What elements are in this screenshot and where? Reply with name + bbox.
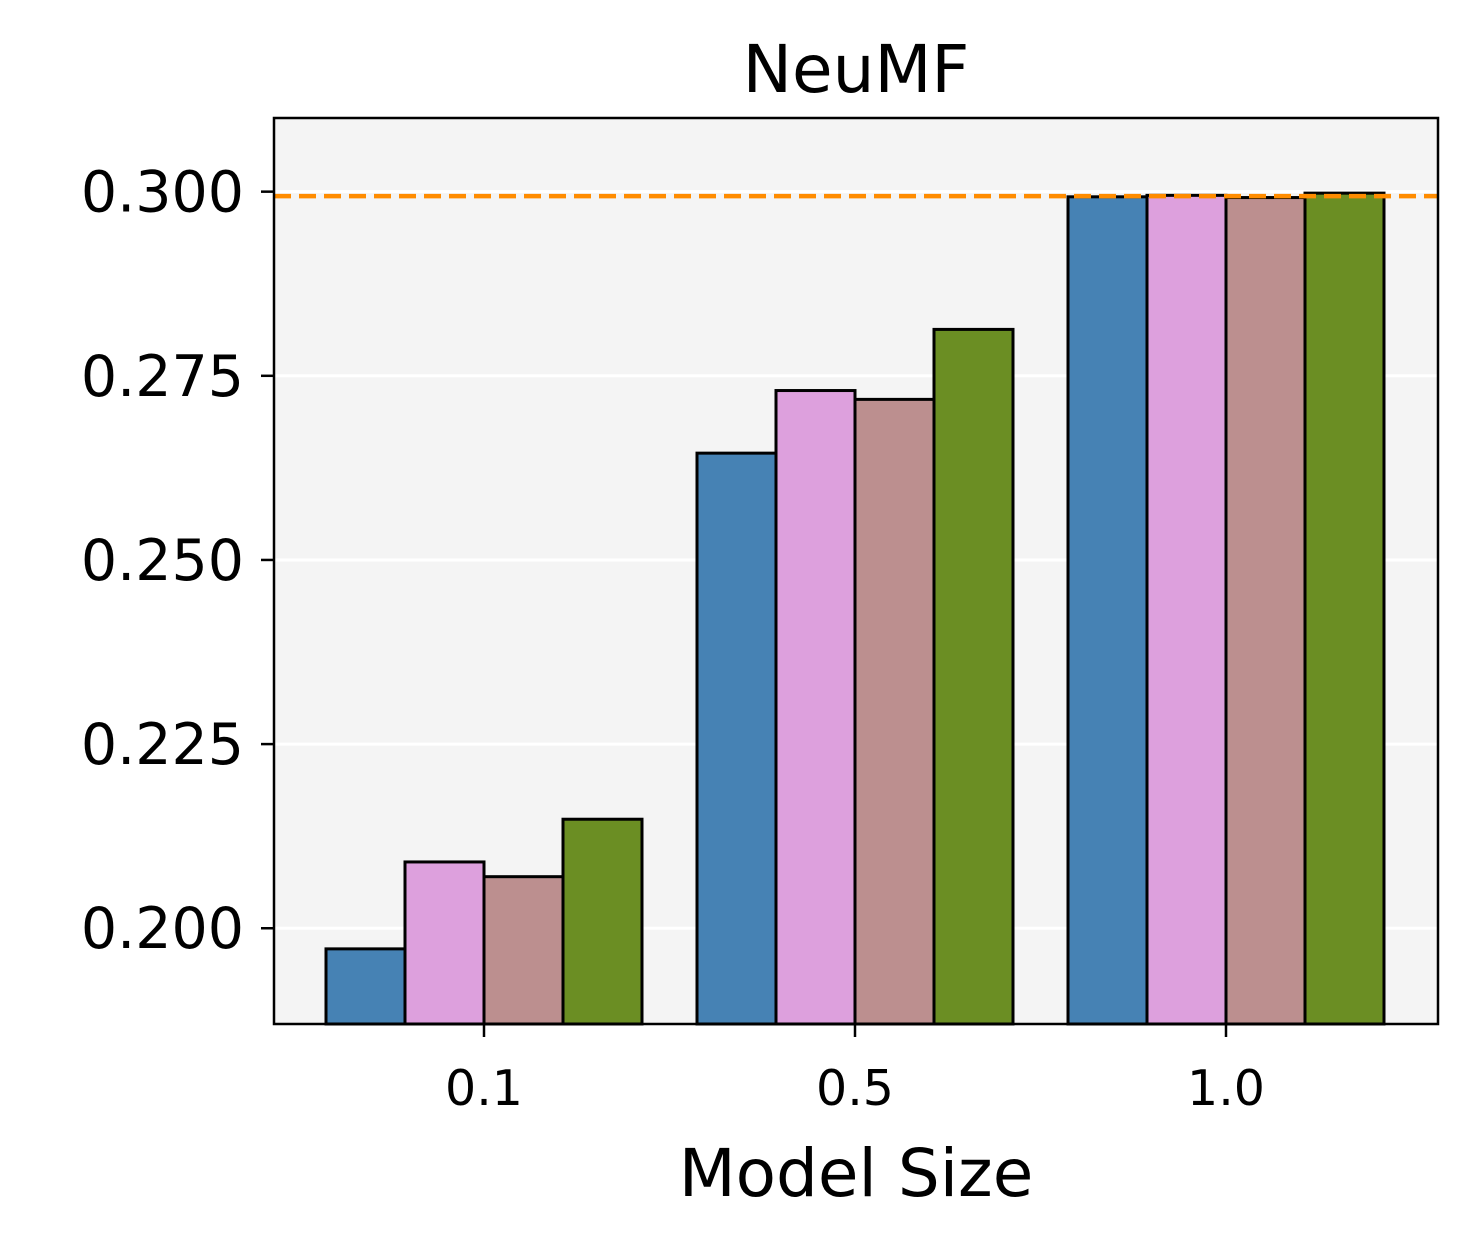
y-tick-label: 0.250 xyxy=(81,528,244,594)
bar-1.0-series-2 xyxy=(1145,193,1228,1026)
bar-0.1-series-3 xyxy=(482,875,565,1026)
bar-0.5-series-2 xyxy=(774,389,857,1026)
y-tick-label: 0.200 xyxy=(81,896,244,962)
bar-1.0-series-1 xyxy=(1066,195,1149,1026)
bar-0.5-series-3 xyxy=(853,397,936,1026)
bar-0.1-series-4 xyxy=(561,817,644,1026)
bar-1.0-series-4 xyxy=(1303,191,1386,1026)
y-tick-label: 0.300 xyxy=(81,160,244,226)
x-axis: 0.1 0.5 1.0 xyxy=(445,1024,1265,1117)
bar-0.1-series-1 xyxy=(324,947,407,1026)
y-tick-label: 0.275 xyxy=(81,344,244,410)
bar-0.5-series-4 xyxy=(932,327,1015,1026)
bar-0.5-series-1 xyxy=(695,451,778,1026)
bar-1.0-series-3 xyxy=(1224,196,1307,1026)
bars xyxy=(324,191,1386,1026)
x-axis-label: Model Size xyxy=(679,1135,1034,1212)
bar-0.1-series-2 xyxy=(403,860,486,1026)
y-axis: 0.200 0.225 0.250 0.275 0.300 xyxy=(81,160,274,962)
x-tick-label: 0.5 xyxy=(816,1060,894,1117)
y-tick-label: 0.225 xyxy=(81,712,244,778)
chart-title: NeuMF xyxy=(743,31,970,108)
x-tick-label: 1.0 xyxy=(1187,1060,1265,1117)
x-tick-label: 0.1 xyxy=(445,1060,523,1117)
